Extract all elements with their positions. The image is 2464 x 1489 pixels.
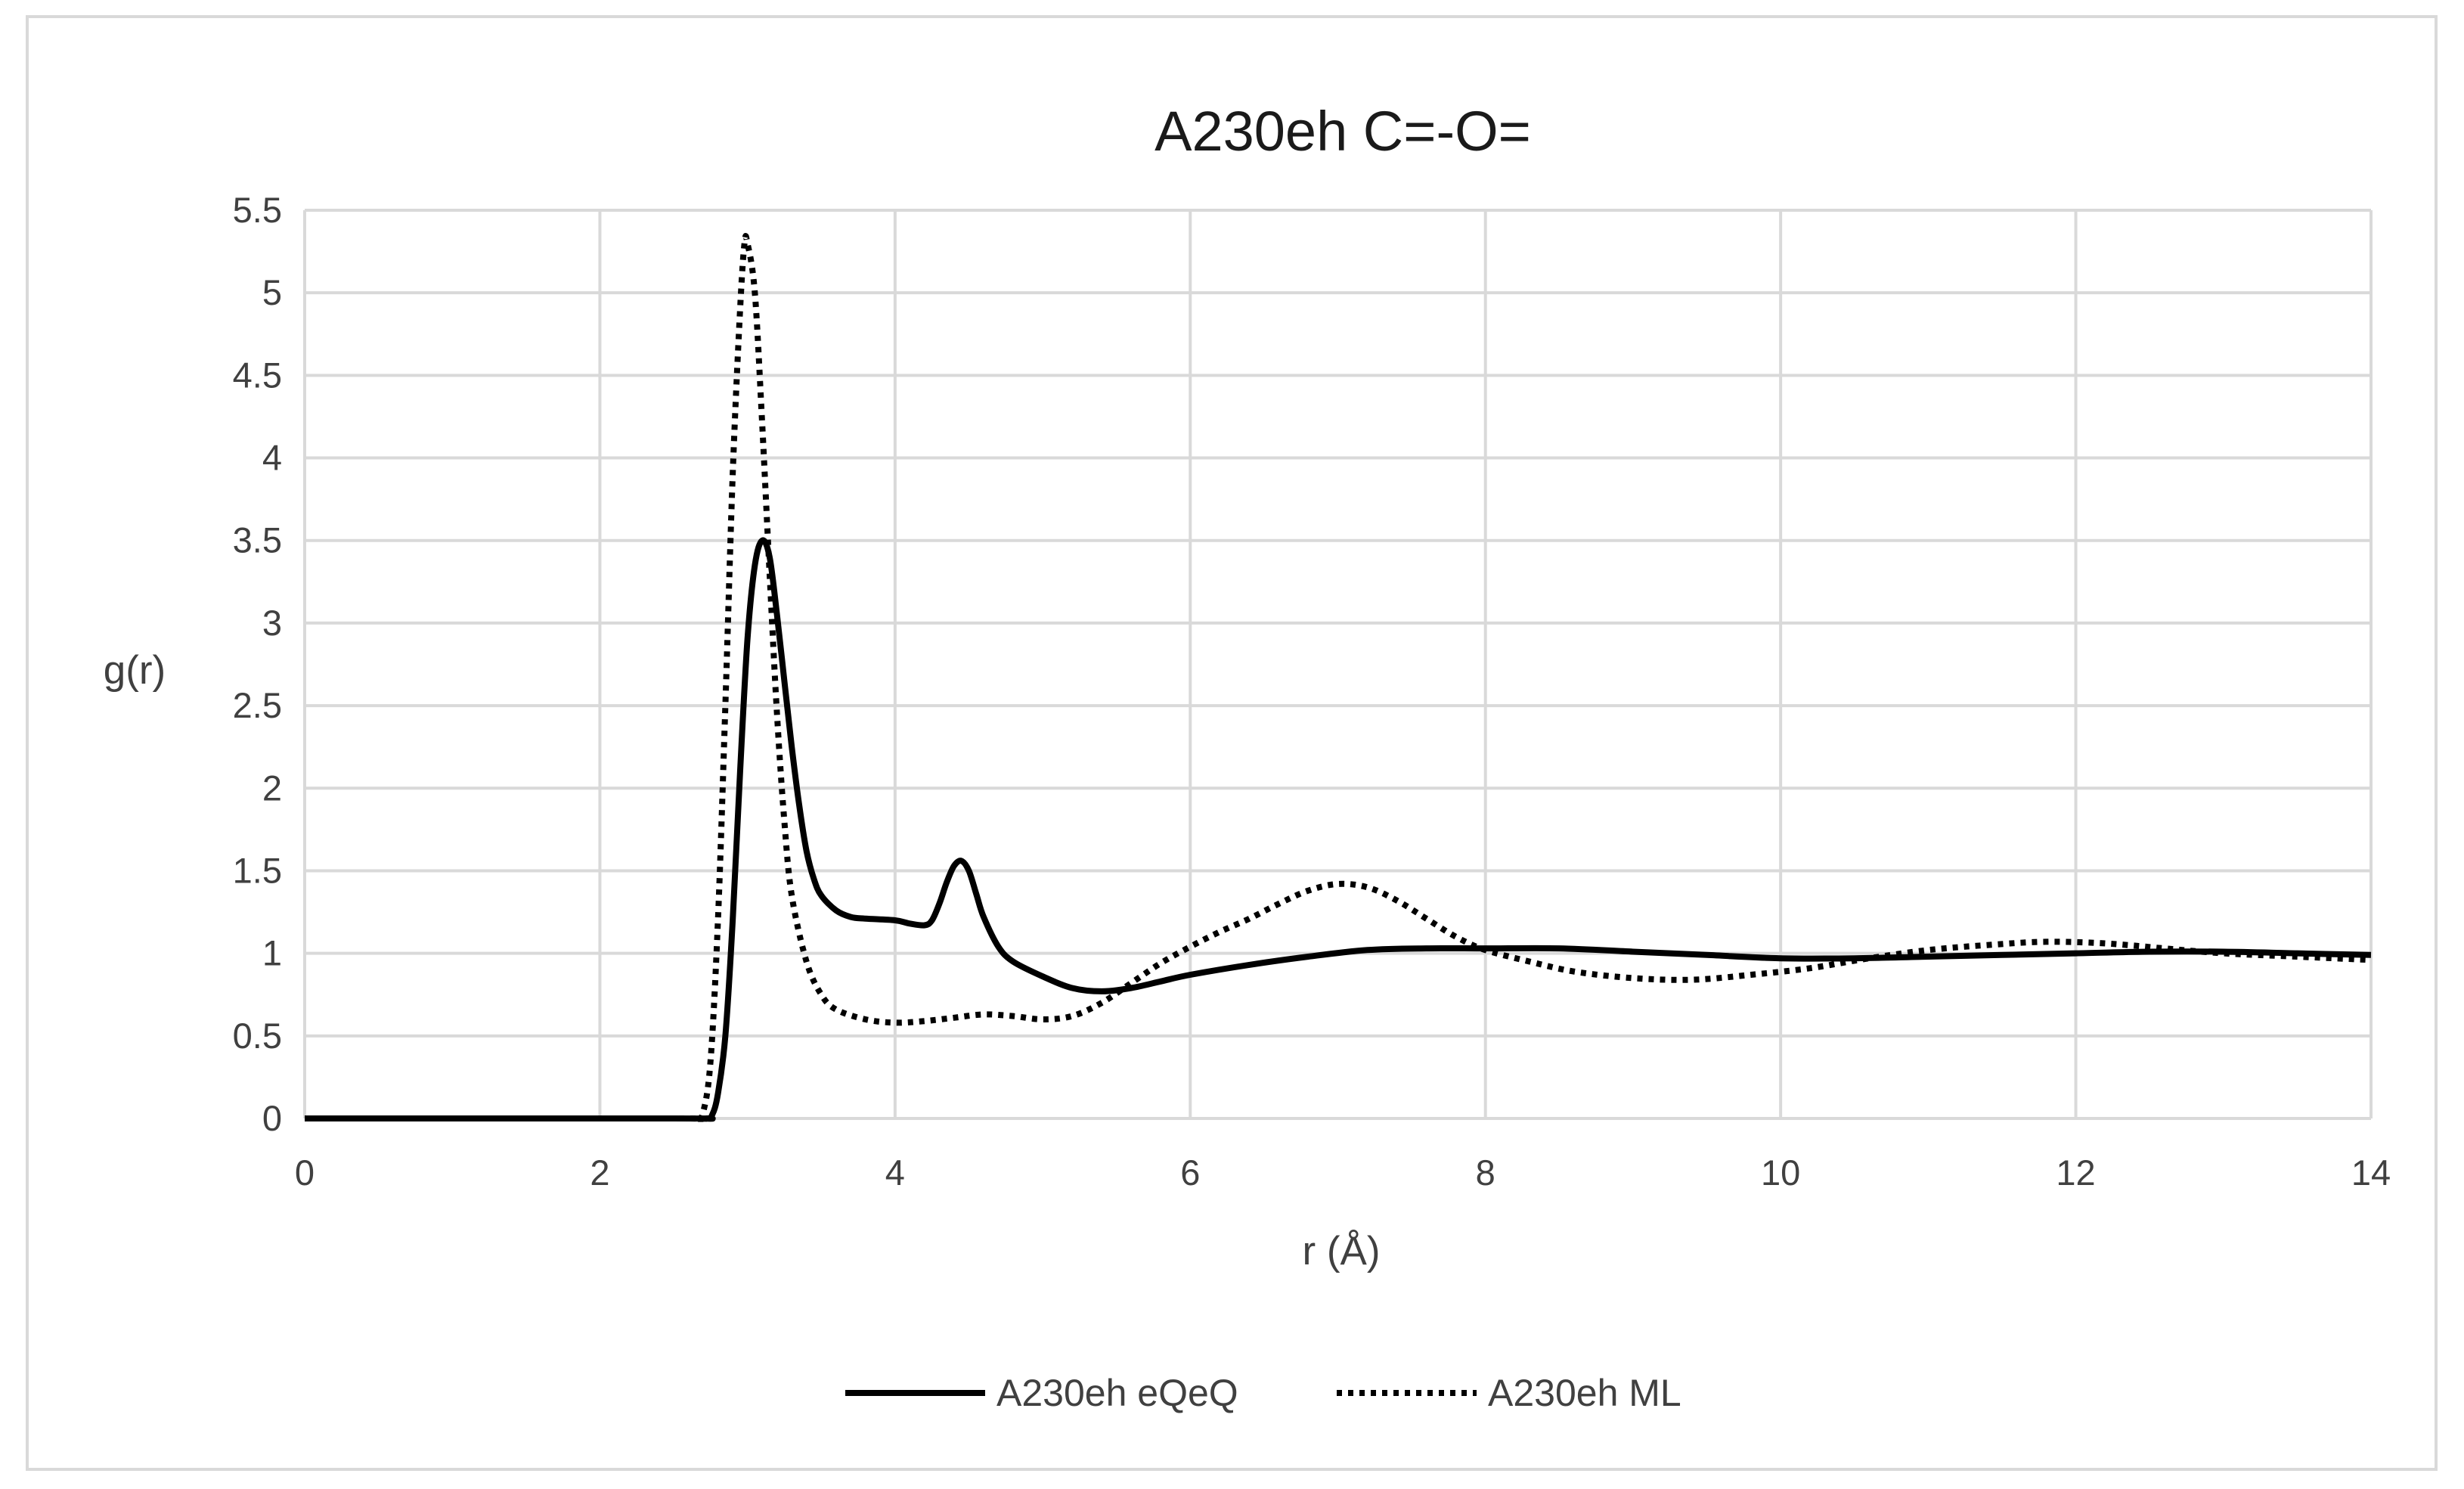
y-tick-label: 1	[262, 933, 282, 973]
x-tick-label: 8	[1476, 1152, 1495, 1193]
x-axis-title: r (Å)	[1302, 1229, 1380, 1273]
x-tick-label: 12	[2056, 1152, 2095, 1193]
series-line-1	[305, 537, 2372, 1122]
y-tick-labels: 0 0.5 1 1.5 2 2.5 3 3.5 4 4.5 5 5.5	[233, 190, 282, 1138]
chart-title: A230eh C=-O=	[1155, 100, 1531, 163]
y-tick-label: 0.5	[233, 1016, 282, 1056]
legend: A230eh eQeQ A230eh ML	[845, 1372, 1681, 1414]
y-tick-label: 2	[262, 768, 282, 808]
y-axis-title: g(r)	[104, 648, 166, 693]
series-line-2	[305, 233, 2372, 1122]
y-tick-label: 5	[262, 272, 282, 312]
x-tick-label: 2	[590, 1152, 609, 1193]
x-tick-label: 6	[1180, 1152, 1200, 1193]
gridlines	[303, 209, 2373, 1120]
series-layer	[305, 233, 2372, 1122]
x-tick-label: 0	[295, 1152, 315, 1193]
y-tick-label: 3	[262, 603, 282, 643]
x-tick-label: 10	[1761, 1152, 1800, 1193]
y-tick-label: 4	[262, 438, 282, 478]
x-tick-label: 14	[2351, 1152, 2391, 1193]
chart-svg: 0 0.5 1 1.5 2 2.5 3 3.5 4 4.5 5 5.5 0 2 4 6 8 10 12 14 A23…	[104, 100, 2391, 1414]
y-tick-label: 0	[262, 1098, 282, 1138]
y-tick-label: 3.5	[233, 520, 282, 560]
y-tick-label: 4.5	[233, 355, 282, 395]
y-tick-label: 1.5	[233, 850, 282, 890]
x-tick-label: 4	[885, 1152, 905, 1193]
y-tick-label: 2.5	[233, 685, 282, 725]
y-tick-label: 5.5	[233, 190, 282, 230]
chart-frame: 0 0.5 1 1.5 2 2.5 3 3.5 4 4.5 5 5.5 0 2 4 6 8 10 12 14 A23…	[26, 15, 2438, 1471]
legend-label-2: A230eh ML	[1488, 1372, 1681, 1414]
legend-label-1: A230eh eQeQ	[996, 1372, 1238, 1414]
x-tick-labels: 0 2 4 6 8 10 12 14	[295, 1152, 2391, 1193]
